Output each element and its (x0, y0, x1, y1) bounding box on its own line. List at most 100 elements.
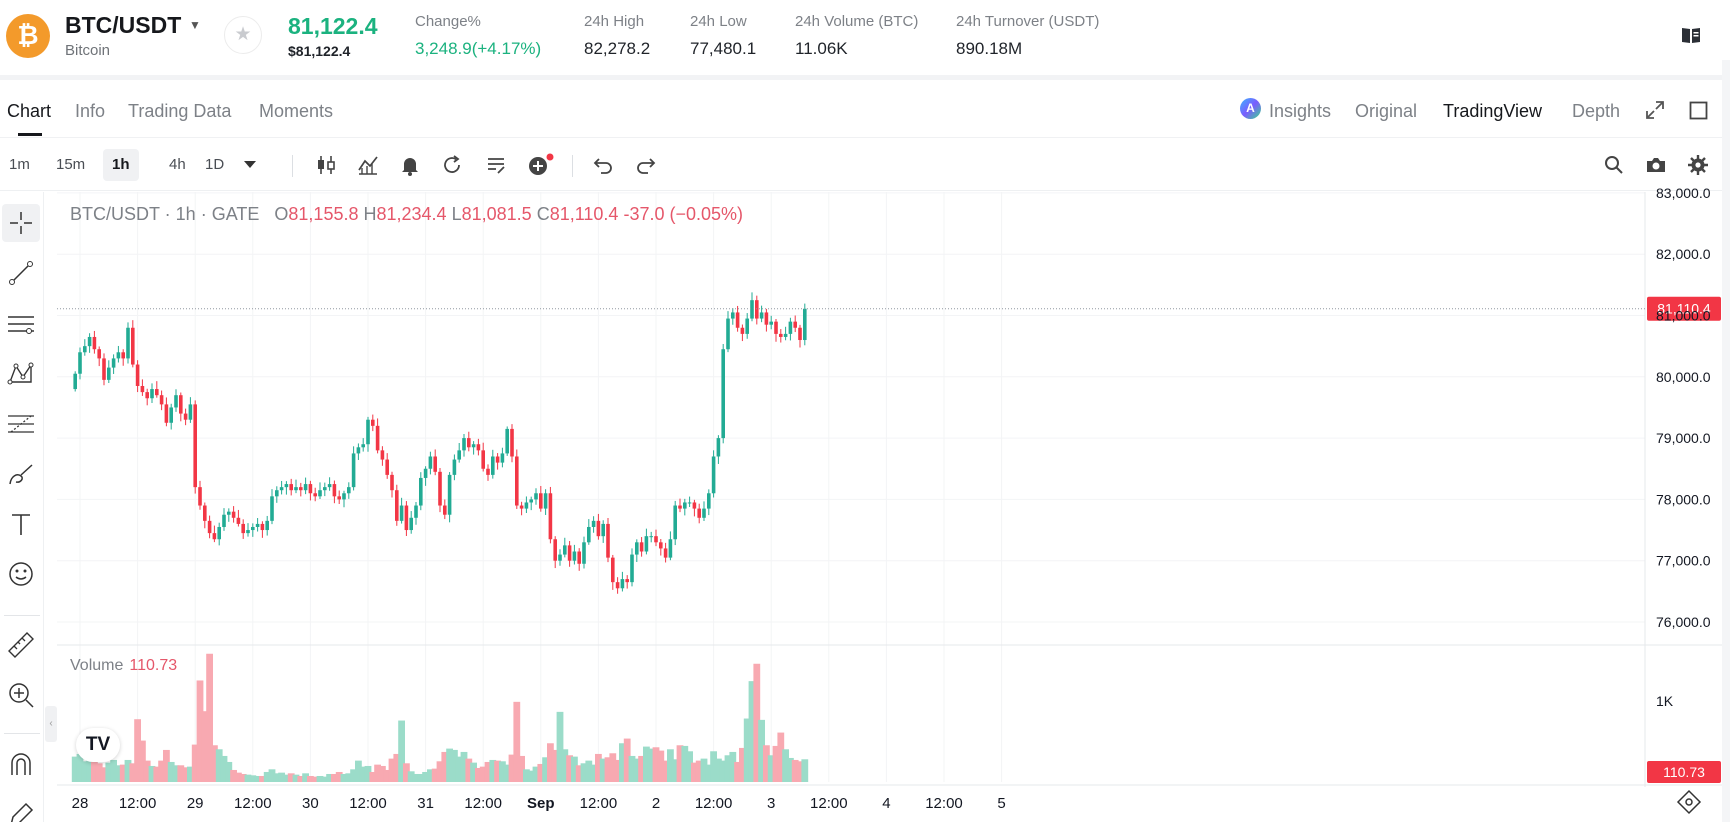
volume-bar (383, 769, 391, 782)
candle-body (793, 321, 797, 328)
emoji-tool[interactable] (2, 555, 40, 593)
tradingview-logo[interactable]: TV (76, 728, 120, 762)
interval-15m[interactable]: 15m (56, 156, 86, 173)
volume-bar (537, 763, 545, 782)
volume-bar (436, 761, 444, 782)
candle-body (731, 312, 735, 319)
candle-body (615, 582, 620, 589)
horizontal-lines-icon (8, 316, 34, 334)
interval-1h[interactable]: 1h (103, 149, 139, 181)
pencil-icon (10, 802, 34, 822)
price-axis-label: 83,000.0 (1656, 185, 1711, 201)
candle-body (769, 321, 773, 325)
text-tool[interactable] (2, 505, 40, 543)
camera-icon[interactable] (1645, 154, 1667, 176)
alert-bell-icon[interactable] (399, 154, 421, 176)
time-axis-settings-icon[interactable] (1676, 789, 1702, 815)
collapse-drawbar-handle[interactable]: ‹ (45, 706, 57, 742)
candle-body (284, 484, 289, 488)
settings-gear-icon[interactable] (1687, 154, 1709, 176)
fullscreen-icon[interactable] (1689, 101, 1708, 120)
replay-icon[interactable] (441, 154, 463, 176)
candle-body (798, 327, 802, 341)
tab-info[interactable]: Info (75, 101, 106, 121)
bitcoin-logo-icon: ₿ (6, 14, 50, 58)
pair-dropdown-caret-icon[interactable]: ▼ (189, 18, 201, 32)
interval-1d[interactable]: 1D (205, 156, 225, 173)
candle-body (294, 487, 298, 491)
candle-body (683, 502, 687, 509)
candle-body (188, 404, 193, 420)
interval-4h[interactable]: 4h (169, 156, 186, 173)
legend-low: 81,081.5 (461, 204, 532, 224)
interval-dropdown-icon[interactable] (243, 159, 257, 171)
candle-body (203, 505, 207, 521)
candle-body (337, 496, 341, 500)
expand-icon[interactable] (1645, 100, 1665, 120)
indicators-icon[interactable] (357, 154, 379, 176)
zoom-tool[interactable] (2, 676, 40, 714)
pattern-tool[interactable] (2, 355, 40, 393)
price-axis-label: 81,000.0 (1656, 308, 1711, 324)
measure-tool[interactable] (2, 626, 40, 664)
drawbar-divider (4, 615, 40, 616)
redo-icon[interactable] (635, 154, 657, 176)
candle-body (529, 499, 533, 503)
candle-body (289, 484, 293, 491)
volume-bar (119, 764, 127, 782)
right-scrollbar-track[interactable] (1722, 60, 1730, 822)
stat-label: 24h Volume (BTC) (795, 13, 919, 30)
volume-bar (292, 774, 300, 782)
candle-body (687, 502, 692, 504)
pattern-icon (7, 362, 34, 385)
volume-bar (163, 749, 170, 782)
book-icon[interactable] (1681, 26, 1701, 44)
tab-original[interactable]: Original (1355, 101, 1418, 121)
candle-body (567, 545, 572, 561)
candle-body (279, 487, 284, 491)
interval-1m[interactable]: 1m (9, 156, 30, 173)
favorite-star-icon[interactable]: ★ (224, 16, 262, 54)
undo-icon[interactable] (592, 154, 614, 176)
candle-body (577, 551, 581, 564)
candle-body (774, 321, 778, 334)
tab-moments[interactable]: Moments (259, 101, 334, 121)
volume-bar (643, 746, 650, 782)
time-axis-label: 3 (767, 795, 775, 812)
candle-body (308, 484, 313, 494)
candle-body (150, 389, 154, 399)
search-icon[interactable] (1603, 154, 1625, 176)
tab-depth[interactable]: Depth (1572, 101, 1621, 121)
volume-bar (446, 748, 453, 782)
trend-line-tool[interactable] (2, 254, 40, 292)
magnet-tool[interactable] (2, 745, 40, 783)
pencil-tool[interactable] (2, 796, 40, 822)
pair-name[interactable]: BTC/USDT (65, 12, 182, 38)
candle-body (198, 487, 202, 506)
fib-tool[interactable] (2, 405, 40, 443)
volume-bar (590, 764, 597, 782)
candles-style-icon[interactable] (315, 154, 337, 176)
volume-bar (494, 760, 501, 782)
candle-body (505, 428, 509, 454)
candle-body (486, 468, 490, 475)
tab-trading-data[interactable]: Trading Data (128, 101, 232, 121)
candle-body (582, 542, 586, 564)
volume-bar (561, 749, 569, 782)
last-price-usd: $81,122.4 (288, 43, 351, 59)
horizontal-lines-tool[interactable] (2, 305, 40, 343)
candle-body (423, 468, 428, 478)
candle-body (404, 505, 409, 531)
tab-insights[interactable]: Insights (1269, 101, 1332, 121)
tab-tradingview[interactable]: TradingView (1443, 101, 1543, 121)
brush-tool[interactable] (2, 455, 40, 493)
candle-body (625, 579, 629, 583)
volume-bar (211, 745, 218, 782)
templates-icon[interactable] (485, 154, 507, 176)
add-indicator-icon[interactable] (527, 152, 555, 178)
crosshair-tool[interactable] (2, 204, 40, 242)
time-axis-label: 12:00 (464, 795, 502, 812)
candle-body (390, 474, 394, 491)
tab-chart[interactable]: Chart (7, 101, 52, 121)
